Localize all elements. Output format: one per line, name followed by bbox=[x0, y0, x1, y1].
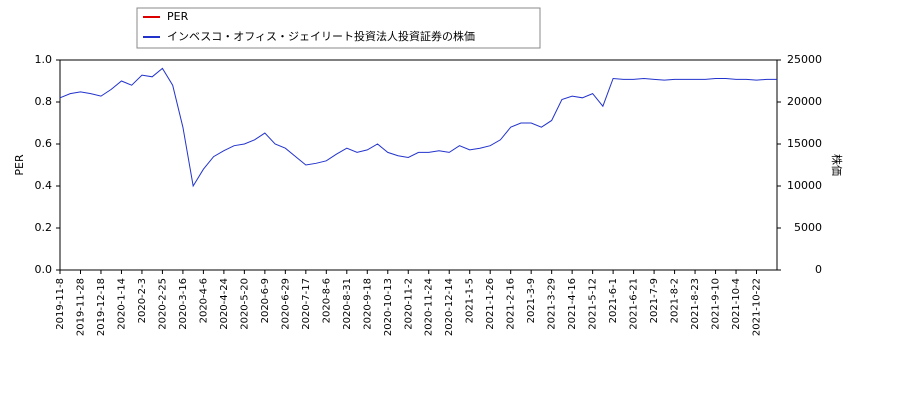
legend bbox=[136, 7, 541, 49]
x-tick-label: 2021-9-10 bbox=[711, 278, 722, 330]
x-tick-label: 2020-2-25 bbox=[157, 278, 168, 330]
x-tick-label: 2021-6-21 bbox=[629, 278, 640, 330]
y-tick-label: 0.2 bbox=[35, 221, 53, 234]
x-tick-label: 2020-6-9 bbox=[260, 278, 271, 323]
x-tick-label: 2021-4-16 bbox=[567, 278, 578, 330]
y2-tick-label: 15000 bbox=[787, 137, 822, 150]
x-tick-label: 2021-8-23 bbox=[690, 278, 701, 330]
x-tick-label: 2020-11-24 bbox=[424, 278, 435, 336]
x-tick-label: 2019-11-8 bbox=[55, 278, 66, 330]
x-tick-label: 2020-3-16 bbox=[178, 278, 189, 330]
x-tick-label: 2020-2-3 bbox=[137, 278, 148, 323]
x-tick-label: 2021-8-2 bbox=[670, 278, 681, 323]
x-tick-label: 2021-1-5 bbox=[465, 278, 476, 323]
y2-tick-label: 5000 bbox=[794, 221, 822, 234]
y-tick-label: 0.4 bbox=[35, 179, 53, 192]
x-tick-label: 2021-6-1 bbox=[608, 278, 619, 323]
x-tick-label: 2020-4-6 bbox=[198, 278, 209, 323]
legend-label: PER bbox=[167, 10, 189, 23]
x-tick-label: 2019-12-18 bbox=[96, 278, 107, 336]
x-tick-label: 2021-10-4 bbox=[731, 278, 742, 330]
x-tick-label: 2021-3-29 bbox=[547, 278, 558, 330]
y-axis-label: PER bbox=[13, 154, 26, 176]
x-tick-label: 2020-8-6 bbox=[321, 278, 332, 323]
plot-frame bbox=[59, 59, 778, 271]
x-tick-label: 2021-1-26 bbox=[485, 278, 496, 330]
y2-axis-label: 株価 bbox=[830, 154, 844, 176]
y-tick-label: 0.0 bbox=[35, 263, 53, 276]
series-line bbox=[59, 67, 777, 188]
x-tick-label: 2020-11-2 bbox=[403, 278, 414, 330]
x-tick-label: 2020-10-13 bbox=[383, 278, 394, 336]
x-tick-label: 2020-9-18 bbox=[362, 278, 373, 330]
y2-tick-label: 10000 bbox=[787, 179, 822, 192]
x-tick-label: 2020-12-14 bbox=[444, 278, 455, 336]
y2-tick-label: 25000 bbox=[787, 53, 822, 66]
x-tick-label: 2019-11-28 bbox=[75, 278, 86, 336]
x-tick-label: 2021-7-9 bbox=[649, 278, 660, 323]
x-tick-label: 2020-5-20 bbox=[239, 278, 250, 330]
x-tick-label: 2021-2-16 bbox=[506, 278, 517, 330]
x-tick-label: 2021-10-22 bbox=[752, 278, 763, 336]
y2-tick-label: 20000 bbox=[787, 95, 822, 108]
x-tick-label: 2021-5-12 bbox=[588, 278, 599, 330]
x-tick-label: 2020-6-29 bbox=[280, 278, 291, 330]
legend-label: インベスコ・オフィス・ジェイリート投資法人投資証券の株価 bbox=[167, 29, 475, 43]
y-tick-label: 0.8 bbox=[35, 95, 53, 108]
x-tick-label: 2020-8-31 bbox=[342, 278, 353, 330]
y-tick-label: 0.6 bbox=[35, 137, 53, 150]
x-tick-label: 2020-4-24 bbox=[219, 278, 230, 330]
x-tick-label: 2021-3-9 bbox=[526, 278, 537, 323]
x-tick-label: 2020-7-17 bbox=[301, 278, 312, 330]
y2-tick-label: 0 bbox=[815, 263, 822, 276]
x-tick-label: 2020-1-14 bbox=[116, 278, 127, 330]
y-tick-label: 1.0 bbox=[35, 53, 53, 66]
